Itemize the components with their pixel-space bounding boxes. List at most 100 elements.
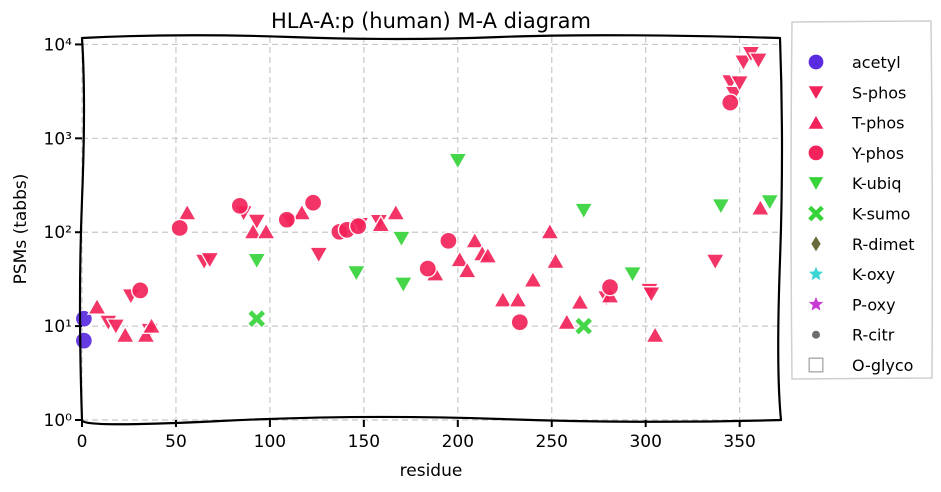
point-y-phos <box>600 277 620 297</box>
legend-item: R-citr <box>812 326 895 345</box>
point-t-phos <box>255 221 277 240</box>
point-k-ubiq <box>759 193 780 212</box>
point-t-phos <box>456 260 478 279</box>
point-k-ubiq <box>622 265 643 284</box>
point-k-sumo <box>247 308 267 329</box>
point-t-phos <box>644 325 666 344</box>
point-s-phos <box>105 318 127 337</box>
legend-marker <box>806 264 826 282</box>
point-t-phos <box>492 289 514 308</box>
point-t-phos <box>141 316 162 335</box>
point-k-ubiq <box>447 152 469 171</box>
point-y-phos <box>277 210 297 229</box>
point-t-phos <box>177 202 198 221</box>
legend-label: R-dimet <box>852 235 915 254</box>
point-k-ubiq <box>393 276 414 295</box>
point-t-phos <box>464 230 485 249</box>
legend-marker <box>806 84 826 102</box>
y-tick-label: 10² <box>44 223 72 243</box>
legend-marker <box>806 204 826 223</box>
point-s-phos <box>748 52 769 71</box>
legend-item: K-sumo <box>806 204 910 224</box>
legend-item: R-dimet <box>810 234 915 254</box>
x-tick-label: 250 <box>536 432 568 452</box>
point-k-ubiq <box>391 230 412 249</box>
point-y-phos <box>303 193 323 212</box>
legend-label: O-glyco <box>852 356 913 375</box>
plot-frame <box>78 34 784 426</box>
y-tick-label: 10⁴ <box>44 35 73 55</box>
y-tick-label: 10³ <box>44 129 72 149</box>
legend-label: acetyl <box>852 53 901 72</box>
point-t-phos <box>477 245 499 264</box>
point-s-phos <box>641 286 662 304</box>
legend-item: S-phos <box>806 83 906 102</box>
point-s-phos <box>733 54 754 72</box>
y-tick-label: 10¹ <box>44 317 72 337</box>
legend-box <box>790 20 934 380</box>
point-acetyl <box>74 331 94 350</box>
point-t-phos <box>370 214 391 233</box>
legend-label: R-citr <box>852 326 895 345</box>
x-tick-label: 50 <box>165 432 187 452</box>
point-t-phos <box>522 270 544 288</box>
legend-item: O-glyco <box>808 356 913 375</box>
point-t-phos <box>539 221 561 240</box>
legend-marker <box>808 357 824 373</box>
point-y-phos <box>510 312 530 332</box>
point-t-phos <box>449 249 470 268</box>
legend-label: K-oxy <box>852 265 895 284</box>
point-s-phos <box>199 251 220 270</box>
legend-label: Y-phos <box>851 144 904 163</box>
point-k-ubiq <box>246 252 267 271</box>
legend-label: K-sumo <box>852 205 910 224</box>
x-tick-label: 200 <box>442 432 474 452</box>
point-k-ubiq <box>710 197 732 216</box>
legend-label: K-ubiq <box>852 174 901 193</box>
legend-marker <box>812 330 820 339</box>
point-t-phos <box>569 292 591 311</box>
legend-marker <box>806 113 826 131</box>
legend-item: K-ubiq <box>806 174 901 193</box>
point-s-phos <box>729 74 750 93</box>
legend-marker <box>806 175 826 193</box>
point-t-phos <box>242 221 264 240</box>
legend-marker <box>810 234 822 254</box>
x-tick-label: 300 <box>629 432 661 452</box>
legend-label: P-oxy <box>852 295 896 314</box>
legend-item: Y-phos <box>807 144 904 163</box>
legend-item: P-oxy <box>806 294 896 314</box>
point-t-phos <box>115 325 136 344</box>
x-tick-label: 100 <box>254 432 286 452</box>
point-t-phos <box>556 312 577 331</box>
chart-title: HLA-A:p (human) M-A diagram <box>271 9 591 33</box>
x-axis-ticks: 0 50 100 150 200 250 300 350 <box>77 420 756 452</box>
y-axis-ticks: 10⁰ 10¹ 10² 10³ 10⁴ <box>44 35 82 431</box>
legend: acetyl S-phos T-phos Y-phos K-ubiq K-sumo R-di… <box>790 20 934 380</box>
point-s-phos <box>246 213 267 232</box>
y-axis-label: PSMs (tabbs) <box>11 174 31 285</box>
data-points <box>74 45 780 350</box>
point-t-phos <box>291 202 313 221</box>
legend-marker <box>807 53 825 71</box>
point-t-phos <box>86 296 108 315</box>
point-y-phos <box>348 216 368 236</box>
point-k-ubiq <box>346 264 367 283</box>
point-y-phos <box>170 218 189 238</box>
legend-marker <box>807 144 825 162</box>
point-k-ubiq <box>573 202 594 221</box>
x-tick-label: 150 <box>348 432 380 452</box>
point-s-phos <box>705 253 726 272</box>
legend-item: acetyl <box>807 53 901 72</box>
point-t-phos <box>545 251 566 270</box>
point-t-phos <box>135 325 157 344</box>
point-y-phos <box>721 93 740 112</box>
legend-label: S-phos <box>852 83 906 102</box>
point-y-phos <box>418 259 437 278</box>
y-tick-label: 10⁰ <box>44 411 73 431</box>
x-tick-label: 350 <box>723 432 755 452</box>
x-axis-label: residue <box>400 461 463 481</box>
point-y-phos <box>439 231 458 251</box>
